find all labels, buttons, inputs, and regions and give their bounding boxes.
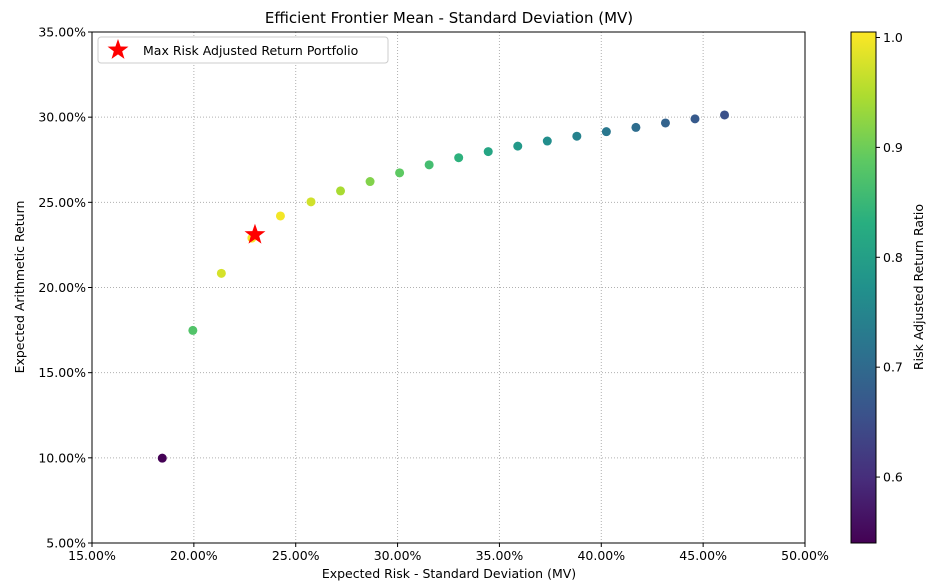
x-tick-label: 15.00%	[68, 548, 116, 563]
scatter-point	[483, 147, 493, 157]
scatter-point	[424, 160, 434, 170]
scatter-point	[157, 453, 167, 463]
y-tick-label: 30.00%	[38, 110, 86, 125]
scatter-point	[572, 131, 582, 141]
colorbar-tick-label: 0.9	[883, 140, 903, 155]
scatter-point	[513, 141, 523, 151]
y-tick-label: 25.00%	[38, 195, 86, 210]
x-tick-label: 50.00%	[781, 548, 829, 563]
legend-box	[97, 36, 389, 64]
x-tick-label: 30.00%	[374, 548, 422, 563]
chart-title: Efficient Frontier Mean - Standard Devia…	[265, 9, 633, 27]
grid-lines	[92, 32, 805, 543]
scatter-point	[454, 153, 464, 163]
highlight-star-marker	[244, 223, 266, 244]
y-tick-label: 5.00%	[46, 536, 86, 551]
scatter-point	[395, 168, 405, 178]
scatter-point	[365, 177, 375, 187]
scatter-point	[690, 114, 700, 124]
scatter-point	[542, 136, 552, 146]
colorbar-tick-label: 0.7	[883, 360, 903, 375]
x-tick-label: 35.00%	[476, 548, 524, 563]
scatter-point	[336, 186, 346, 196]
scatter-points	[157, 110, 730, 463]
x-tick-label: 40.00%	[577, 548, 625, 563]
y-tick-label: 35.00%	[38, 25, 86, 40]
colorbar-ticks: 0.6 0.7 0.8 0.9 1.0	[876, 30, 903, 485]
x-axis-title: Expected Risk - Standard Deviation (MV)	[322, 566, 576, 581]
y-tick-label: 10.00%	[38, 450, 86, 465]
scatter-point	[631, 122, 641, 132]
x-tick-label: 20.00%	[170, 548, 218, 563]
scatter-point	[720, 110, 730, 120]
y-tick-label: 20.00%	[38, 280, 86, 295]
colorbar-title: Risk Adjusted Return Ratio	[911, 204, 926, 370]
legend-star-icon	[107, 39, 129, 59]
scatter-point	[275, 211, 285, 221]
x-axis-ticks: 15.00% 20.00% 25.00% 30.00% 35.00% 40.00% 45.0…	[68, 543, 829, 563]
scatter-point	[601, 127, 611, 137]
y-axis-title: Expected Arithmetic Return	[12, 201, 27, 374]
scatter-point	[660, 118, 670, 128]
colorbar	[850, 31, 877, 544]
legend-label: Max Risk Adjusted Return Portfolio	[143, 43, 358, 58]
colorbar-tick-label: 1.0	[883, 30, 903, 45]
scatter-point	[188, 325, 198, 335]
x-tick-label: 45.00%	[679, 548, 727, 563]
scatter-point	[306, 197, 316, 207]
x-tick-label: 25.00%	[272, 548, 320, 563]
scatter-point	[216, 268, 226, 278]
colorbar-tick-label: 0.6	[883, 470, 903, 485]
y-axis-ticks: 5.00% 10.00% 15.00% 20.00% 25.00% 30.00% 35.00…	[38, 25, 92, 551]
legend: Max Risk Adjusted Return Portfolio	[97, 36, 389, 64]
highlight-marker-group	[244, 223, 266, 244]
colorbar-tick-label: 0.8	[883, 250, 903, 265]
y-tick-label: 15.00%	[38, 365, 86, 380]
